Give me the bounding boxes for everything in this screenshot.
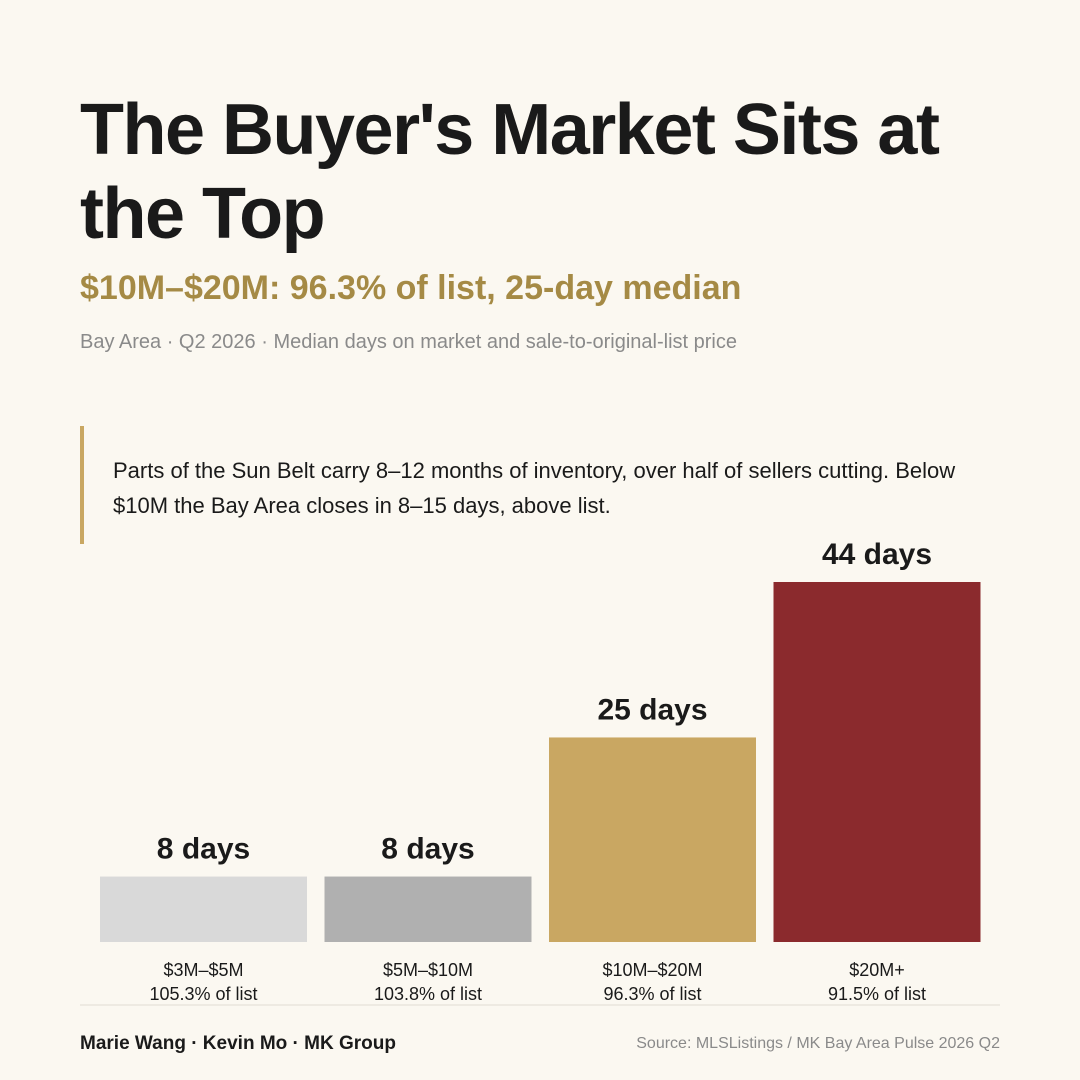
category-label-2: $5M–$10M (383, 960, 473, 980)
sale-to-list-label-1: 105.3% of list (149, 984, 257, 1004)
sale-to-list-label-4: 91.5% of list (828, 984, 926, 1004)
source-note: Source: MLSListings / MK Bay Area Pulse … (636, 1035, 1000, 1052)
bar-4 (773, 582, 981, 942)
bar-value-label-1: 8 days (157, 833, 250, 866)
bar-value-label-4: 44 days (822, 538, 932, 571)
callout-quote: Parts of the Sun Belt carry 8–12 months … (80, 426, 960, 544)
callout-text: Parts of the Sun Belt carry 8–12 months … (113, 458, 956, 518)
category-label-3: $10M–$20M (602, 960, 702, 980)
category-label-1: $3M–$5M (163, 960, 243, 980)
bar-value-label-3: 25 days (597, 693, 707, 726)
bar-chart-svg: 8 days $3M–$5M 105.3% of list 8 days $5M–$10… (80, 538, 1000, 1006)
headline-stat-subtitle: $10M–$20M: 96.3% of list, 25-day median (80, 269, 742, 307)
page-title: The Buyer's Market Sits at the Top (80, 90, 940, 254)
sale-to-list-label-3: 96.3% of list (603, 984, 701, 1004)
bar-3 (549, 737, 756, 942)
bar-2 (324, 876, 532, 942)
category-label-4: $20M+ (849, 960, 905, 980)
sale-to-list-label-2: 103.8% of list (374, 984, 482, 1004)
author-credit: Marie Wang · Kevin Mo · MK Group (80, 1033, 396, 1054)
chart-meta-description: Bay Area · Q2 2026 · Median days on mark… (80, 331, 737, 353)
bar-value-label-2: 8 days (381, 833, 474, 866)
bar-1 (100, 876, 307, 942)
days-on-market-bar-chart: 8 days $3M–$5M 105.3% of list 8 days $5M–$10… (80, 530, 1000, 1006)
